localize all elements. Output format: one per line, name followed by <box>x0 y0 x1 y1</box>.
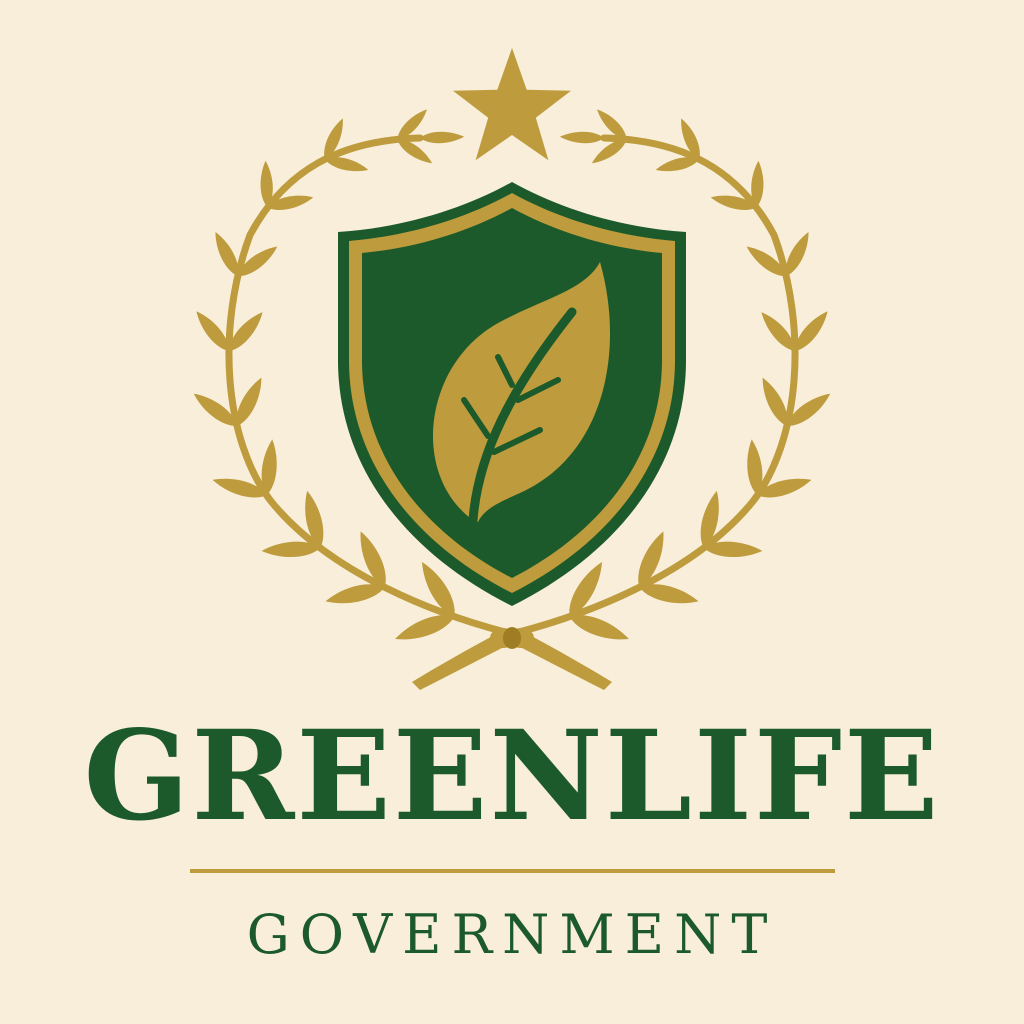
logo-tagline: GOVERNMENT <box>0 900 1024 970</box>
emblem <box>0 0 1024 720</box>
divider-line <box>190 869 835 873</box>
star-icon <box>453 48 571 160</box>
ribbon-knot-icon <box>412 627 612 690</box>
logo-wordmark: GREENLIFE <box>0 712 1024 842</box>
